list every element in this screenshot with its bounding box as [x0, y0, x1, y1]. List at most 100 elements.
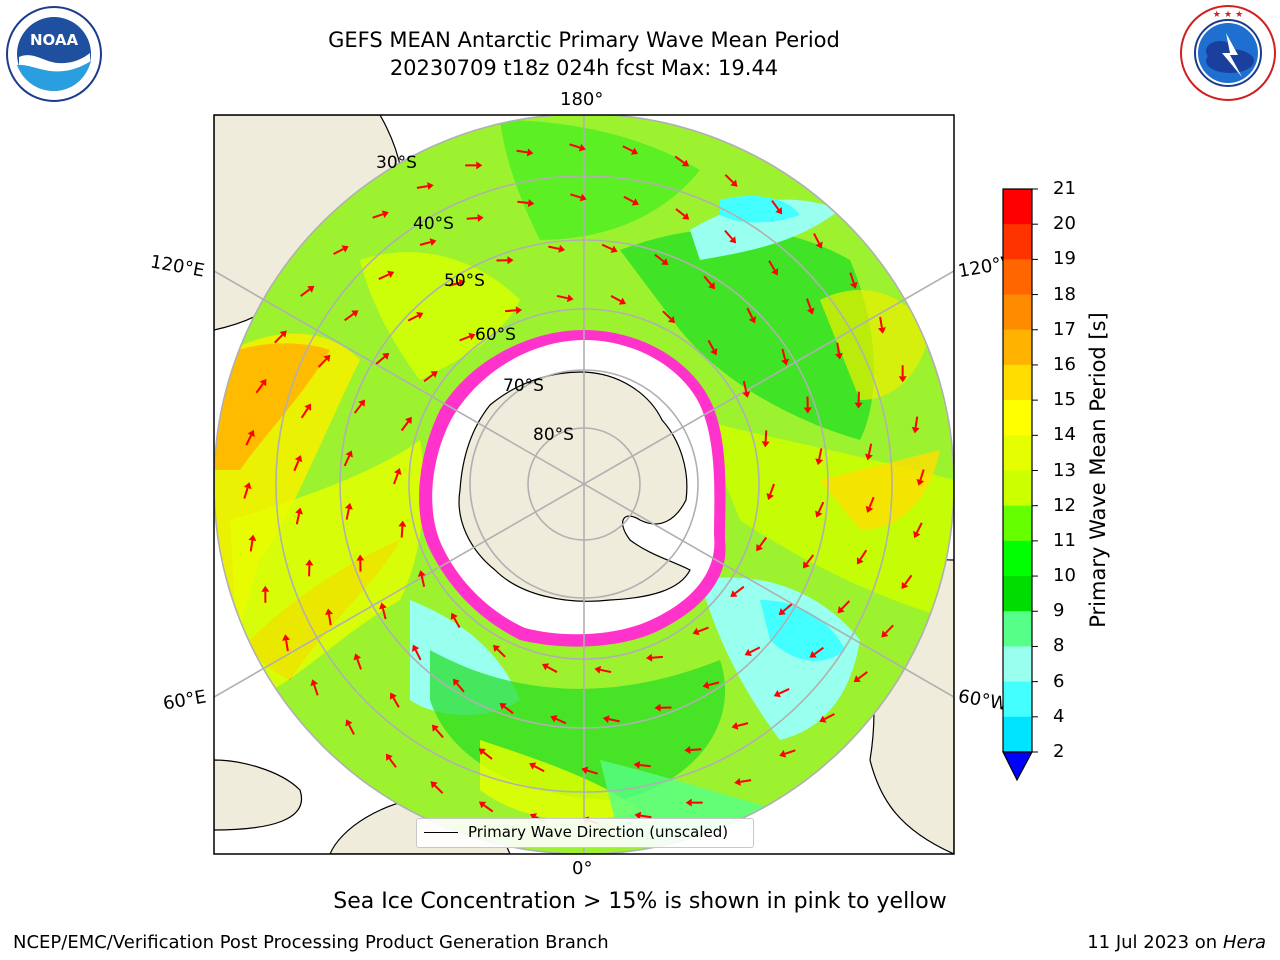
wave-arrow-head	[618, 297, 627, 305]
colorbar-tick-label: 8	[1053, 635, 1065, 657]
wave-arrow-head	[389, 692, 397, 700]
wave-arrow-head	[661, 258, 669, 266]
wave-arrow-head	[634, 811, 642, 820]
wave-arrow-shaft	[249, 540, 254, 552]
footer-date: 11 Jul 2023 on Hera	[1087, 932, 1266, 953]
wave-arrow-head	[526, 148, 534, 157]
wave-arrow-head	[815, 458, 824, 466]
wave-arrow-head	[430, 781, 438, 789]
wave-arrow-head	[731, 722, 739, 730]
wave-arrow-head	[667, 316, 676, 324]
wave-arrow-shaft	[466, 217, 478, 220]
wave-arrow-shaft	[867, 443, 873, 455]
wave-arrow-shaft	[805, 554, 815, 565]
colorbar-tick-label: 16	[1053, 353, 1076, 375]
wave-arrow-shaft	[570, 193, 582, 199]
wave-arrow-head	[913, 530, 921, 539]
wave-arrow-head	[819, 715, 827, 723]
wave-arrow-shaft	[708, 681, 720, 687]
wave-arrow-head	[450, 612, 458, 620]
wave-arrow-shaft	[393, 473, 399, 485]
wave-arrow-head	[630, 147, 639, 155]
wave-arrow-head	[515, 306, 523, 315]
wave-arrow-head	[775, 207, 783, 215]
wave-arrow-head	[358, 399, 366, 407]
wave-arrow-shaft	[372, 213, 384, 219]
wave-arrow-head	[779, 750, 787, 758]
ocean-corner-ne	[830, 115, 954, 300]
wave-arrow-head	[478, 801, 487, 809]
wave-arrow-head	[279, 330, 287, 338]
wave-arrow-head	[692, 627, 700, 636]
wave-arrow-shaft	[344, 313, 355, 322]
wave-arrow-head	[729, 236, 737, 244]
wave-arrow-shaft	[769, 483, 775, 495]
wave-arrow-shaft	[295, 513, 301, 525]
lat-label-70s: 70°S	[503, 376, 544, 396]
africa-landmass	[214, 759, 303, 831]
wave-arrow-shaft	[654, 253, 665, 263]
wave-arrow-head	[633, 760, 641, 769]
wave-arrow-shaft	[453, 617, 461, 629]
wave-arrow-shaft	[781, 348, 787, 360]
wave-arrow-head	[815, 510, 823, 518]
wave-arrow-head	[856, 557, 864, 565]
wave-arrow-head	[248, 534, 257, 542]
wave-arrow-shaft	[456, 682, 465, 693]
wave-arrow-head	[916, 478, 925, 486]
wave-arrow-head	[578, 143, 586, 152]
wave-arrow-head	[806, 307, 815, 315]
colorbar-tick-label: 10	[1053, 565, 1076, 587]
wave-arrow-head	[685, 798, 692, 807]
wave-arrow-shaft	[556, 294, 568, 300]
wave-arrow-shaft	[857, 671, 868, 680]
wave-arrow-head	[684, 745, 691, 754]
wave-arrow-head	[865, 505, 874, 513]
wave-arrow-head	[748, 316, 756, 324]
colorbar-tick-label: 15	[1053, 389, 1076, 411]
wave-arrow-head	[877, 327, 886, 334]
wave-arrow-head	[645, 653, 653, 662]
wave-arrow-head	[351, 310, 359, 318]
wave-arrow-shaft	[381, 608, 387, 620]
wave-arrow-shaft	[904, 574, 913, 585]
wave-arrow-shaft	[503, 705, 514, 715]
wave-arrow-shaft	[675, 208, 686, 217]
wave-arrow-head	[610, 245, 618, 253]
wave-arrow-head	[835, 352, 843, 360]
wave-arrow-shaft	[734, 585, 745, 595]
wave-arrow-head	[778, 608, 786, 616]
wave-arrow-shaft	[724, 174, 734, 184]
wave-arrow-head	[710, 348, 718, 356]
wave-arrow-head	[507, 256, 514, 265]
wave-arrow-shaft	[400, 421, 410, 432]
wave-arrow-shaft	[841, 600, 851, 610]
chart-title: GEFS MEAN Antarctic Primary Wave Mean Pe…	[284, 26, 884, 82]
wave-arrow-shaft	[600, 668, 612, 674]
wave-arrow-head	[730, 179, 738, 187]
wave-arrow-shaft	[255, 383, 264, 394]
wave-arrow-shaft	[313, 684, 319, 696]
wave-arrow-shaft	[749, 646, 761, 654]
wave-arrow-head	[654, 703, 661, 712]
wave-arrow-head	[766, 492, 774, 500]
antarctica-landmass	[458, 371, 691, 602]
wave-arrow-head	[901, 581, 909, 590]
wave-arrow-head	[304, 403, 312, 411]
wave-arrow-head	[744, 648, 752, 656]
wave-arrow-shaft	[674, 155, 685, 164]
wave-arrow-shaft	[859, 549, 868, 560]
wave-arrow-head	[345, 719, 353, 727]
wave-arrow-head	[381, 210, 389, 218]
wave-arrow-shaft	[813, 646, 824, 655]
map-frame	[213, 114, 955, 855]
wave-arrow-shaft	[482, 751, 493, 760]
wave-arrow-shaft	[416, 185, 428, 189]
legend-line-swatch	[424, 832, 458, 833]
wave-direction-arrows	[243, 143, 925, 825]
nws-logo: ★ ★ ★	[1180, 5, 1276, 101]
wave-arrow-shaft	[784, 749, 796, 755]
wave-arrow-shaft	[707, 339, 715, 351]
wave-arrow-shaft	[375, 356, 386, 365]
wave-arrow-head	[379, 602, 387, 610]
